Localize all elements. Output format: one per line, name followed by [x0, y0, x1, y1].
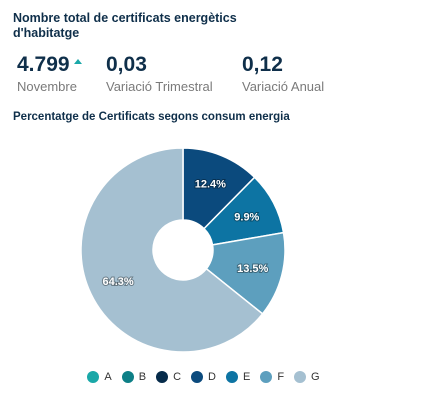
- legend-label-F: F: [277, 371, 285, 383]
- legend-swatch-F: [260, 371, 273, 383]
- legend-item-B[interactable]: B: [121, 371, 147, 383]
- page-title: Nombre total de certificats energètics d…: [13, 11, 237, 40]
- legend-swatch-B: [121, 371, 134, 383]
- chart-legend: A B C D E F G: [0, 371, 437, 383]
- slice-label-F: 13.5%: [237, 263, 268, 275]
- legend-label-G: G: [311, 371, 320, 383]
- legend-swatch-A: [87, 371, 100, 383]
- slice-label-G: 64.3%: [102, 276, 133, 288]
- legend-item-F[interactable]: F: [260, 371, 284, 383]
- kpi-quarterly-value: 0,03: [106, 53, 147, 76]
- slice-G[interactable]: [80, 147, 264, 353]
- legend-label-C: C: [173, 371, 182, 383]
- slice-label-E: 9.9%: [234, 212, 259, 224]
- trend-up-icon: [73, 58, 82, 64]
- kpi-total-label: Novembre: [17, 79, 77, 94]
- legend-swatch-D: [191, 371, 204, 383]
- legend-item-A[interactable]: A: [87, 371, 112, 383]
- legend-item-E[interactable]: E: [225, 371, 251, 383]
- kpi-quarterly: 0,03 Variació Trimestral: [106, 53, 213, 95]
- legend-item-G[interactable]: G: [294, 371, 320, 383]
- kpi-total: 4.799 Novembre: [17, 53, 82, 95]
- legend-label-D: D: [208, 371, 216, 383]
- kpi-annual-value: 0,12: [242, 53, 283, 76]
- kpi-quarterly-label: Variació Trimestral: [106, 79, 213, 94]
- kpi-total-value: 4.799: [17, 53, 82, 77]
- slice-label-D: 12.4%: [195, 178, 226, 190]
- kpi-annual: 0,12 Variació Anual: [242, 53, 324, 95]
- legend-label-A: A: [104, 371, 112, 383]
- legend-swatch-E: [225, 371, 238, 383]
- legend-label-E: E: [242, 371, 251, 383]
- legend-swatch-G: [294, 371, 307, 383]
- chart-title: Percentatge de Certificats segons consum…: [13, 111, 290, 123]
- legend-label-B: B: [138, 371, 147, 383]
- legend-item-C[interactable]: C: [156, 371, 181, 383]
- legend-swatch-C: [156, 371, 169, 383]
- kpi-annual-label: Variació Anual: [242, 79, 325, 94]
- legend-item-D[interactable]: D: [191, 371, 216, 383]
- slice-F[interactable]: [205, 231, 286, 315]
